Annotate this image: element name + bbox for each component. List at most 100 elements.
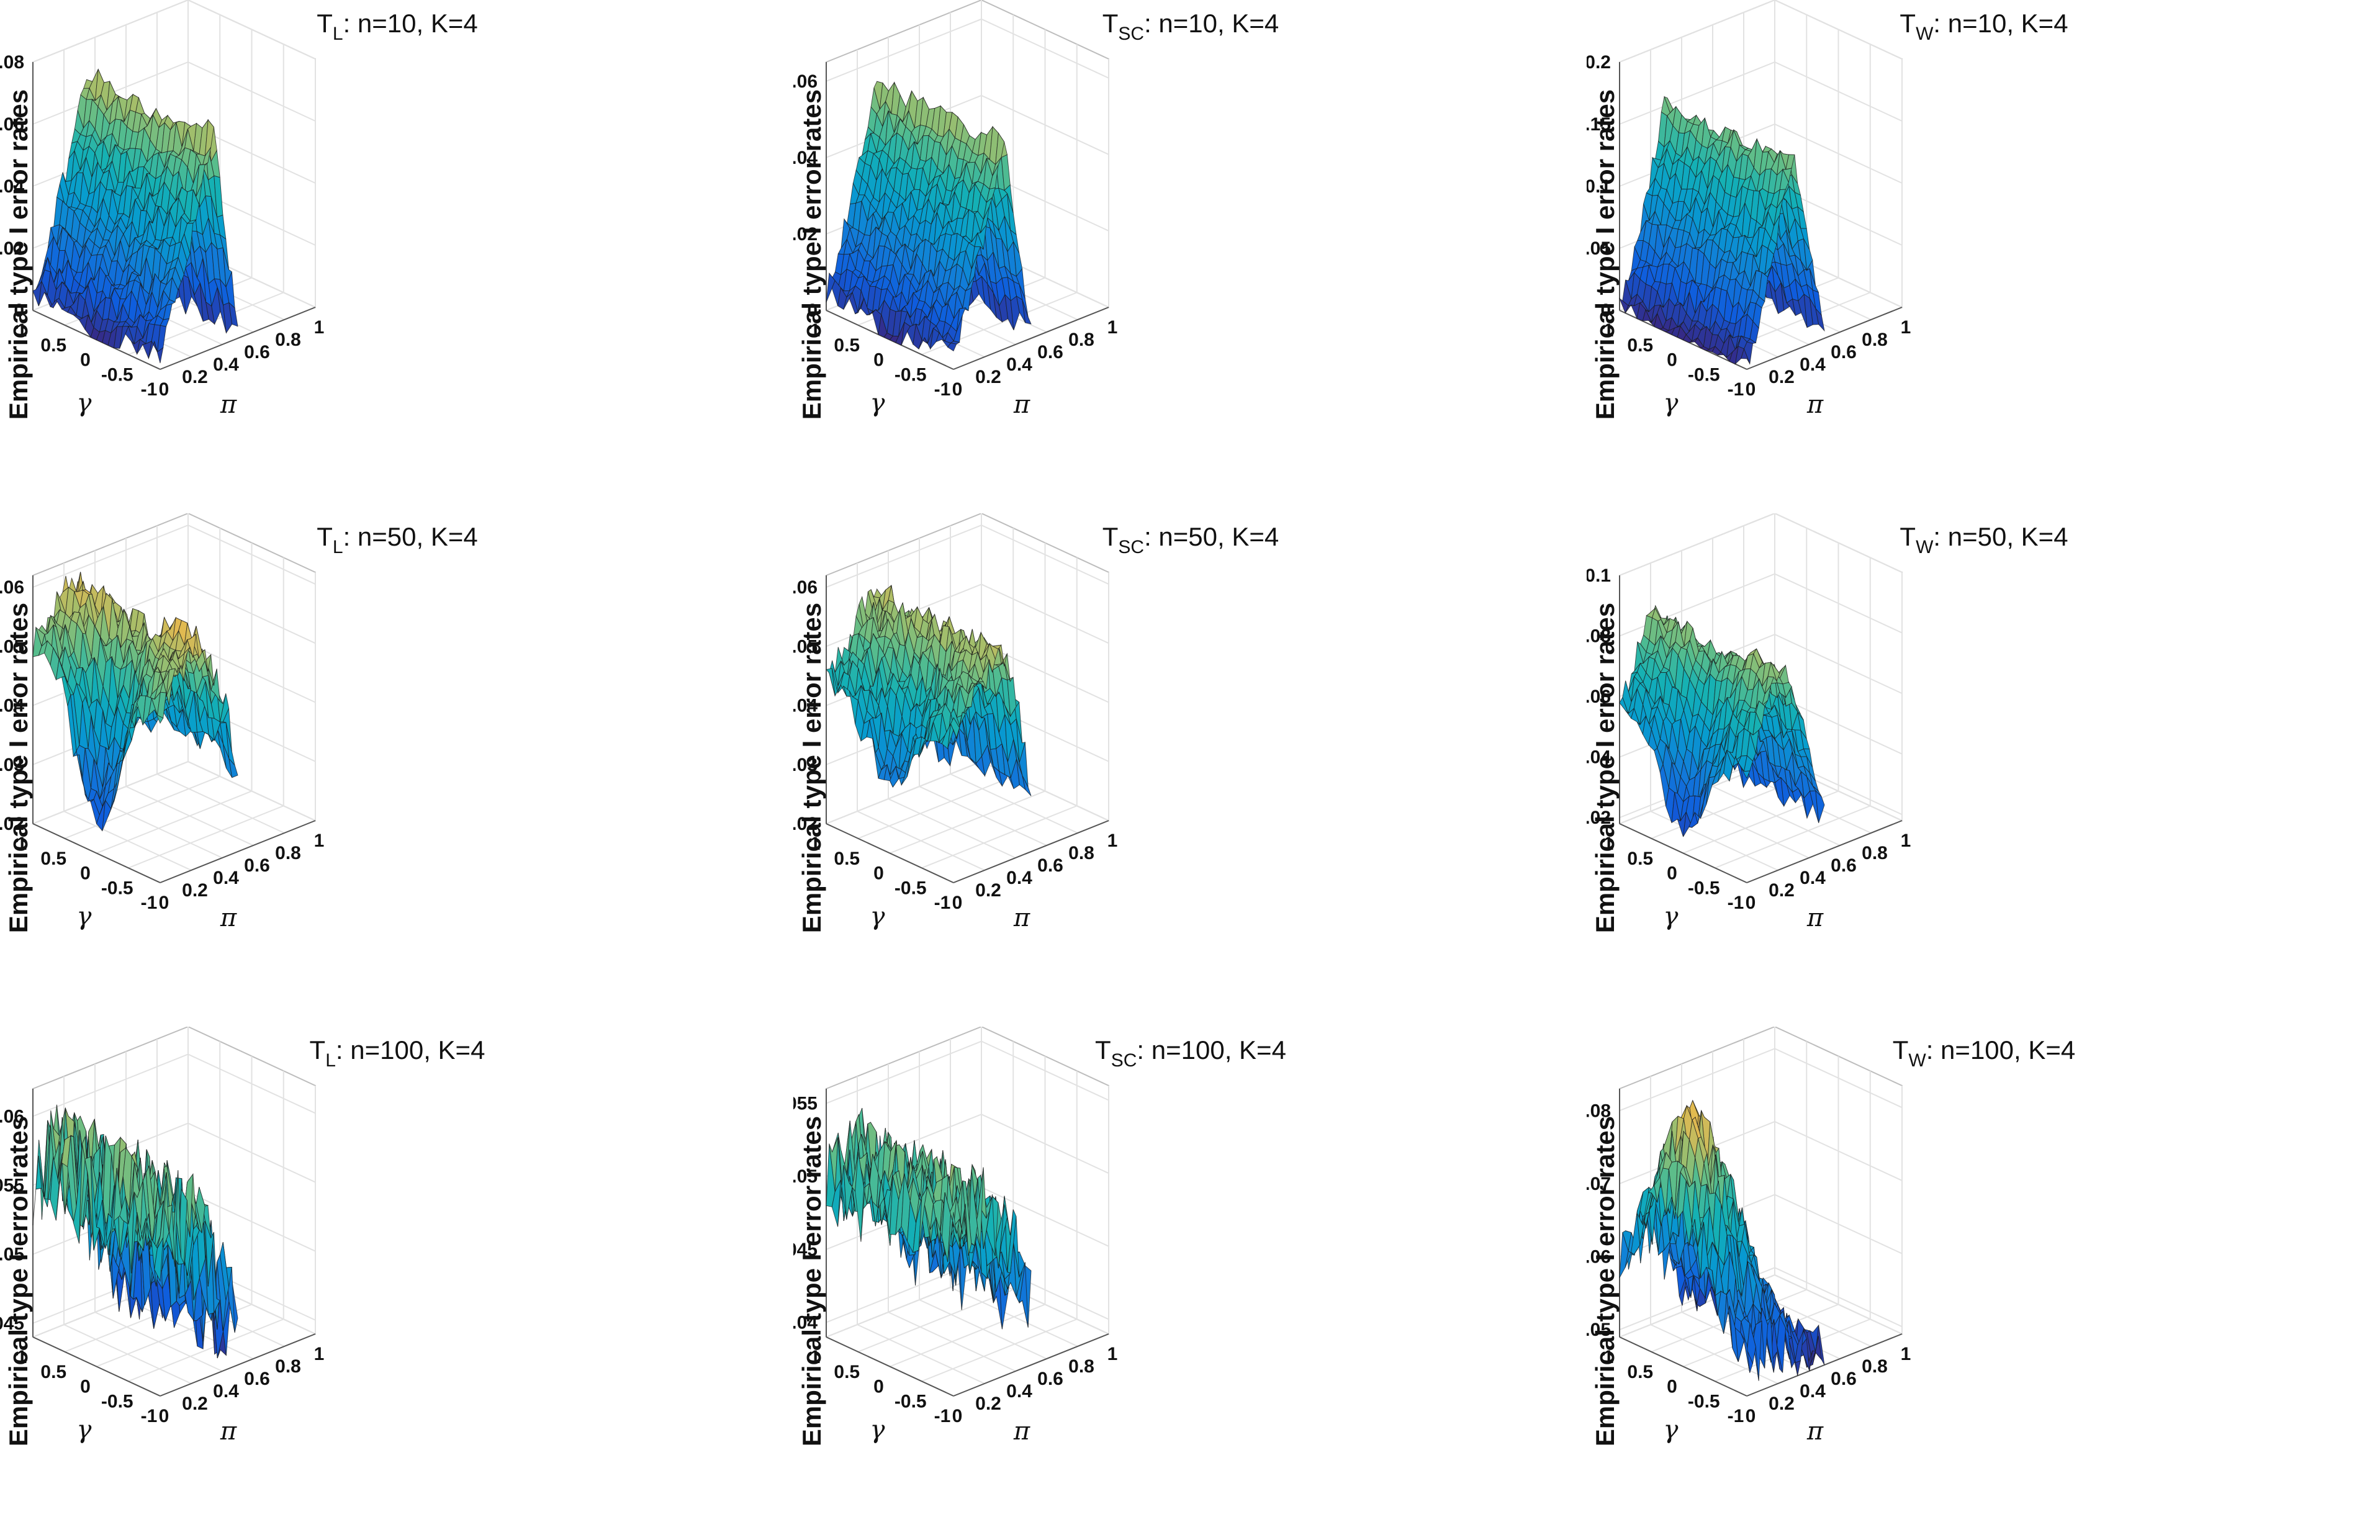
y-tick-label: 1 (17, 320, 27, 341)
chart-title-rest: : n=100, K=4 (1137, 1035, 1286, 1065)
chart-title-main: T (310, 1035, 326, 1065)
z-tick-label: 0.05 (0, 1245, 24, 1265)
z-axis-label: Empirical type I error rates (797, 603, 826, 933)
chart-title-rest: : n=50, K=4 (1933, 522, 2068, 551)
x-axis-label: π (1013, 1417, 1030, 1446)
z-tick-label: 0.08 (1587, 626, 1611, 647)
y-tick-label: 0.5 (1627, 849, 1653, 869)
z-tick-label: 0 (14, 300, 24, 321)
y-tick-label: 0.5 (834, 849, 860, 869)
x-tick-label: 1 (1107, 317, 1118, 338)
surface-plot: 00.020.040.060.0800.20.40.60.8110.50-0.5… (0, 0, 478, 420)
z-tick-label: 0.15 (1587, 114, 1611, 135)
chart-title-subscript: L (325, 1050, 336, 1071)
surface-plot: 0.040.0450.050.05500.20.40.60.8110.50-0.… (793, 1027, 1286, 1446)
surface-cell (1741, 767, 1751, 779)
chart-mark (953, 307, 1109, 370)
chart-title-subscript: W (1916, 537, 1934, 557)
chart-title-main: T (317, 522, 333, 551)
x-tick-label: 0.8 (1862, 843, 1888, 863)
chart-mark (1619, 1027, 1775, 1338)
chart-title: TSC: n=10, K=4 (1102, 9, 1279, 44)
chart-mark (1619, 1267, 1903, 1331)
chart-title-rest: : n=10, K=4 (343, 9, 478, 38)
y-tick-label: -0.5 (895, 878, 927, 898)
y-tick-label: 0.5 (40, 849, 66, 869)
x-tick-label: 0.2 (182, 367, 208, 387)
y-tick-label: -0.5 (1688, 878, 1720, 898)
x-tick-label: 0 (1746, 893, 1756, 913)
x-tick-label: 1 (1107, 1344, 1118, 1364)
x-tick-label: 0.4 (1006, 1381, 1032, 1402)
y-tick-label: 0 (873, 350, 884, 371)
z-tick-label: 0.1 (1587, 176, 1611, 197)
y-tick-label: 1 (1603, 320, 1614, 341)
x-tick-label: 0 (159, 1406, 169, 1426)
surface-plot: 00.020.040.0600.20.40.60.8110.50-0.5-1πγ… (793, 0, 1279, 420)
chart-mark (32, 524, 316, 588)
chart-title-rest: : n=50, K=4 (1144, 522, 1279, 551)
y-tick-label: -0.5 (895, 1391, 927, 1412)
chart-mark (826, 1040, 1109, 1104)
y-tick-label: -1 (141, 893, 158, 913)
x-axis-label: π (1806, 904, 1824, 932)
z-tick-label: 0.03 (0, 755, 24, 775)
chart-mark (1683, 543, 1839, 854)
tick-labels: 0.040.0450.050.05500.20.40.60.8110.50-0.… (793, 1094, 1117, 1426)
x-tick-label: 0.8 (1068, 1356, 1094, 1377)
chart-mark (1619, 0, 1903, 63)
chart-mark (953, 1333, 1109, 1397)
chart-mark (1619, 1048, 1903, 1112)
chart-mark (826, 18, 1109, 82)
x-tick-label: 0.8 (1068, 843, 1094, 863)
surface-cell (154, 709, 164, 724)
chart-title-subscript: SC (1118, 24, 1144, 44)
y-axis-label: γ (77, 1416, 92, 1444)
z-tick-label: 0.055 (0, 1176, 24, 1196)
surface-panel: 00.020.040.0600.20.40.60.8110.50-0.5-1πγ… (793, 0, 1587, 513)
chart-title-rest: : n=100, K=4 (336, 1035, 485, 1065)
y-tick-label: 1 (17, 1347, 27, 1367)
x-tick-label: 1 (1107, 831, 1118, 851)
x-tick-label: 0 (159, 379, 169, 400)
x-axis-label: π (1013, 390, 1030, 419)
chart-mark (1715, 557, 1871, 869)
z-tick-label: 0.055 (793, 1094, 818, 1114)
chart-mark (32, 823, 161, 883)
z-tick-label: 0.05 (793, 1166, 818, 1187)
x-tick-label: 0.4 (213, 1381, 239, 1402)
surface-cell (154, 341, 164, 364)
chart-title-subscript: SC (1111, 1050, 1137, 1071)
y-tick-label: -1 (934, 1406, 951, 1426)
z-axis-label: Empirical type I error rates (1590, 89, 1620, 420)
chart-mark (826, 823, 954, 883)
x-tick-label: 0.4 (1006, 868, 1032, 888)
x-tick-label: 1 (1901, 317, 1911, 338)
surface-panel: 0.040.0450.050.05500.20.40.60.8110.50-0.… (793, 1027, 1587, 1540)
y-tick-label: -1 (1728, 893, 1744, 913)
y-tick-label: -0.5 (1688, 364, 1720, 385)
chart-title: TW: n=10, K=4 (1900, 9, 2068, 44)
x-tick-label: 0.2 (1769, 880, 1795, 901)
y-tick-label: 0 (80, 350, 91, 371)
y-tick-label: -1 (934, 893, 951, 913)
y-axis-label: γ (77, 903, 92, 931)
z-axis-label: Empirical type I error rates (797, 1116, 826, 1446)
surface-panel: 0.020.030.040.050.0600.20.40.60.8110.50-… (793, 513, 1587, 1027)
y-tick-label: -1 (141, 379, 158, 400)
chart-title: TSC: n=50, K=4 (1102, 522, 1279, 557)
z-tick-label: 0.06 (0, 577, 24, 598)
z-tick-label: 0.08 (0, 52, 24, 73)
x-axis-label: π (1806, 390, 1824, 419)
y-tick-label: 0 (873, 1377, 884, 1397)
surface-cell (1741, 348, 1751, 364)
z-tick-label: 0.06 (793, 577, 818, 598)
chart-mark (160, 1333, 316, 1397)
z-tick-label: 0.06 (793, 71, 818, 92)
surface-panel: 0.020.040.060.080.100.20.40.60.8110.50-0… (1587, 513, 2380, 1027)
y-tick-label: 0 (80, 863, 91, 884)
surface-cell (154, 1237, 164, 1282)
z-tick-label: 0.03 (793, 755, 818, 775)
chart-title-main: T (1900, 522, 1916, 551)
